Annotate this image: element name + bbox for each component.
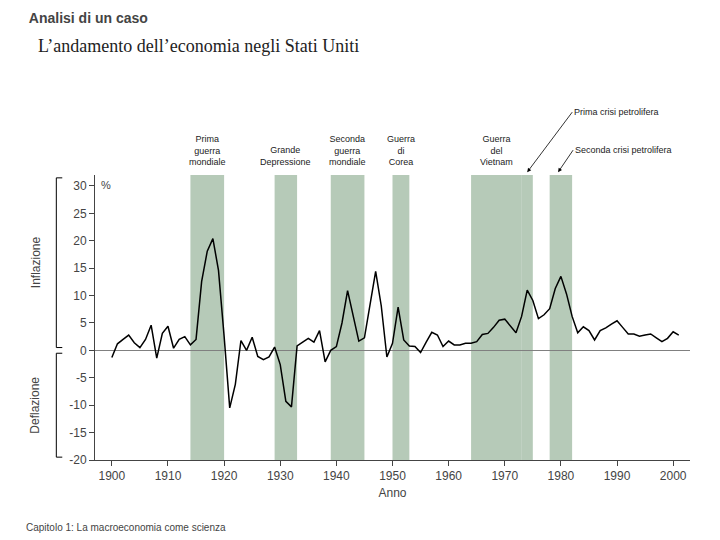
svg-text:Prima crisi petrolifera: Prima crisi petrolifera	[574, 107, 659, 117]
svg-text:Deflazione: Deflazione	[28, 377, 42, 434]
svg-text:Secondaguerramondiale: Secondaguerramondiale	[329, 134, 366, 167]
svg-text:10: 10	[73, 289, 87, 303]
svg-text:15: 15	[73, 261, 87, 275]
svg-text:1970: 1970	[491, 469, 518, 483]
svg-text:1990: 1990	[604, 469, 631, 483]
svg-text:-5: -5	[76, 371, 87, 385]
svg-text:1940: 1940	[323, 469, 350, 483]
svg-text:1930: 1930	[267, 469, 294, 483]
svg-text:Capitolo 1: La macroeconomia c: Capitolo 1: La macroeconomia come scienz…	[26, 522, 226, 533]
svg-text:Primaguerramondiale: Primaguerramondiale	[189, 134, 226, 167]
svg-text:5: 5	[80, 316, 87, 330]
svg-text:Anno: Anno	[378, 486, 406, 500]
svg-text:Analisi di un caso: Analisi di un caso	[29, 10, 148, 26]
svg-text:Inflazione: Inflazione	[29, 236, 43, 288]
svg-text:-15: -15	[69, 426, 87, 440]
svg-text:Seconda crisi petrolifera: Seconda crisi petrolifera	[575, 145, 672, 155]
svg-text:0: 0	[80, 344, 87, 358]
svg-text:25: 25	[73, 207, 87, 221]
svg-text:1950: 1950	[379, 469, 406, 483]
svg-text:30: 30	[73, 179, 87, 193]
svg-text:GuerradelVietnam: GuerradelVietnam	[480, 134, 513, 167]
svg-text:1900: 1900	[98, 469, 125, 483]
svg-text:%: %	[101, 179, 111, 191]
svg-text:L’andamento dell’economia negl: L’andamento dell’economia negli Stati Un…	[38, 36, 359, 56]
svg-text:1960: 1960	[435, 469, 462, 483]
svg-text:1920: 1920	[211, 469, 238, 483]
svg-text:1980: 1980	[548, 469, 575, 483]
svg-text:GrandeDepressione: GrandeDepressione	[260, 145, 311, 167]
svg-text:2000: 2000	[660, 469, 687, 483]
svg-text:1910: 1910	[155, 469, 182, 483]
svg-text:GuerradiCorea: GuerradiCorea	[387, 134, 415, 167]
svg-text:-20: -20	[69, 453, 87, 467]
svg-text:20: 20	[73, 234, 87, 248]
svg-text:-10: -10	[69, 398, 87, 412]
